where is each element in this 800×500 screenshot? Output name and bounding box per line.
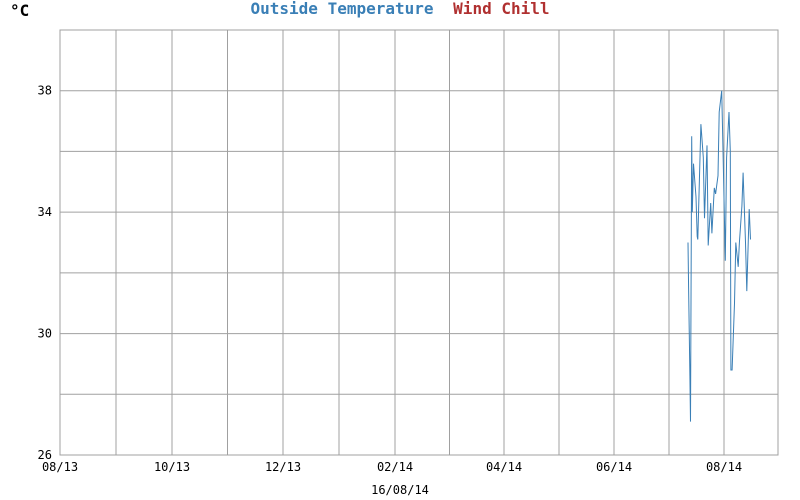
x-tick-label: 10/13 — [154, 460, 190, 474]
x-tick-label: 08/13 — [42, 460, 78, 474]
x-tick-label: 04/14 — [486, 460, 522, 474]
x-tick-label: 08/14 — [706, 460, 742, 474]
unit-label: °C — [10, 1, 29, 20]
y-tick-label: 34 — [38, 205, 52, 219]
y-tick-label: 26 — [38, 448, 52, 462]
x-axis-label: 16/08/14 — [371, 483, 429, 497]
y-tick-label: 38 — [38, 84, 52, 98]
title-wind-chill: Wind Chill — [453, 0, 549, 18]
plot-frame — [59, 29, 779, 456]
chart-title: Outside Temperature Wind Chill — [251, 0, 550, 18]
series-lines — [687, 90, 751, 422]
y-tick-labels: 26 30 34 38 — [38, 84, 52, 462]
y-tick-label: 30 — [38, 327, 52, 341]
x-tick-labels: 08/13 10/13 12/13 02/14 04/14 06/14 08/14 — [42, 460, 742, 474]
series-line-outside-temperature — [687, 90, 751, 422]
x-tick-label: 12/13 — [265, 460, 301, 474]
title-outside-temperature: Outside Temperature — [251, 0, 434, 18]
grid-lines — [59, 29, 779, 456]
x-tick-label: 02/14 — [377, 460, 413, 474]
x-tick-label: 06/14 — [596, 460, 632, 474]
